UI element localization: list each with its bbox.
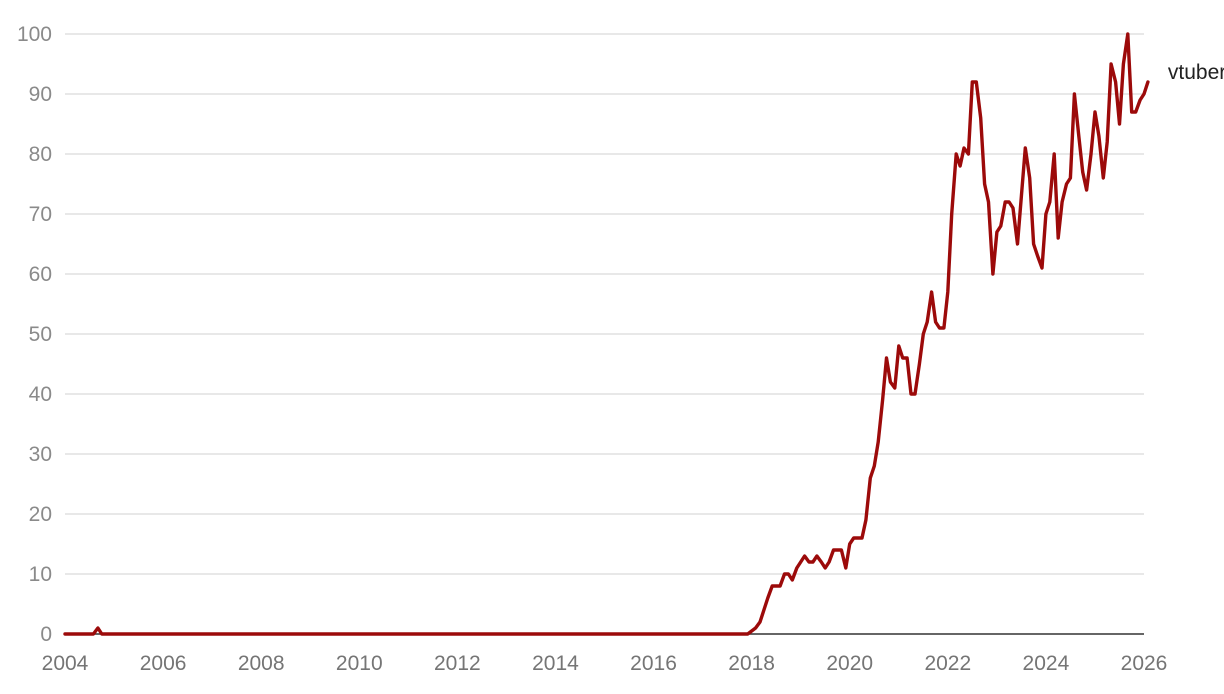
x-tick-label: 2018	[728, 652, 775, 675]
x-tick-label: 2026	[1121, 652, 1168, 675]
x-tick-label: 2016	[630, 652, 677, 675]
y-tick-label: 70	[29, 203, 52, 226]
y-tick-label: 30	[29, 443, 52, 466]
y-tick-label: 0	[40, 623, 52, 646]
y-tick-label: 90	[29, 83, 52, 106]
x-tick-label: 2020	[826, 652, 873, 675]
x-tick-label: 2006	[140, 652, 187, 675]
y-tick-label: 80	[29, 143, 52, 166]
y-tick-label: 60	[29, 263, 52, 286]
x-tick-label: 2004	[42, 652, 89, 675]
x-tick-label: 2024	[1023, 652, 1070, 675]
y-tick-label: 10	[29, 563, 52, 586]
x-tick-label: 2014	[532, 652, 579, 675]
x-tick-label: 2022	[924, 652, 971, 675]
series-layer: vtuber	[63, 32, 1224, 636]
x-tick-label: 2012	[434, 652, 481, 675]
x-axis-labels: 2004 2006 2008 2010 2012 2014 2016 2018 2020 2022…	[42, 652, 1168, 675]
series-line-vtuber	[63, 32, 1150, 636]
x-tick-label: 2008	[238, 652, 285, 675]
y-tick-label: 20	[29, 503, 52, 526]
series-label: vtuber	[1168, 61, 1224, 84]
y-axis-labels: 0 10 20 30 40 50 60 70 80 90 100	[17, 23, 52, 646]
y-tick-label: 50	[29, 323, 52, 346]
y-tick-label: 40	[29, 383, 52, 406]
x-tick-label: 2010	[336, 652, 383, 675]
y-tick-label: 100	[17, 23, 52, 46]
